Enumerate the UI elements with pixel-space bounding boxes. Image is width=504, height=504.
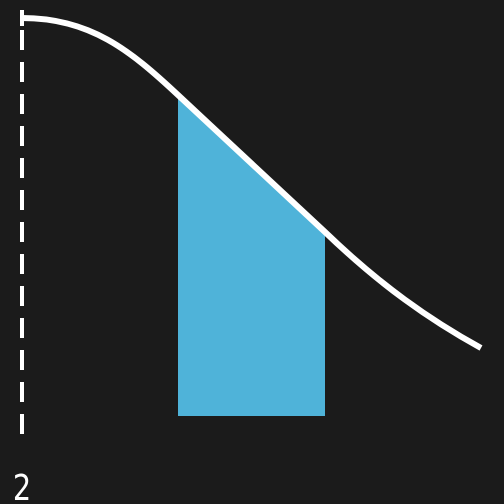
- shaded-area: [178, 95, 325, 416]
- axis-label: 2: [13, 467, 31, 504]
- curve: [21, 15, 483, 351]
